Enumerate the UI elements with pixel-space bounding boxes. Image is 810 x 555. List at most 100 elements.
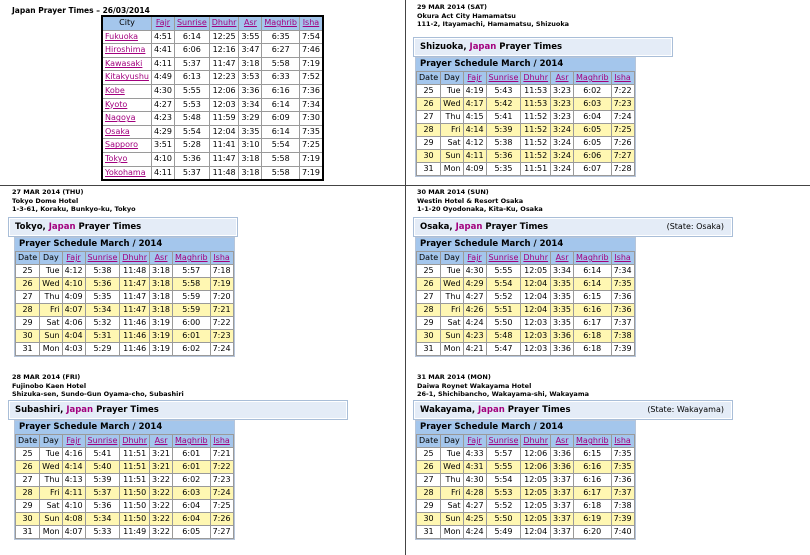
schedule-header-dhuhr[interactable]: Dhuhr — [520, 251, 552, 265]
time-cell: 5:57 — [485, 447, 522, 461]
city-time-cell: 4:30 — [150, 83, 175, 99]
schedule-header-sunrise[interactable]: Sunrise — [485, 434, 522, 448]
city-link[interactable]: Hiroshima — [101, 43, 152, 58]
schedule-header-isha[interactable]: Isha — [610, 71, 635, 85]
schedule-header-maghrib[interactable]: Maghrib — [172, 434, 211, 448]
schedule-header-dhuhr[interactable]: Dhuhr — [119, 434, 151, 448]
time-cell: 7:23 — [610, 97, 635, 111]
day-cell: Fri — [39, 486, 63, 500]
city-name: Subashiri — [15, 405, 61, 415]
schedule-row: 29 Sat 4:27 5:52 12:05 3:37 6:18 7:38 — [415, 499, 635, 513]
day-cell: Wed — [440, 277, 464, 291]
schedule-header-sunrise[interactable]: Sunrise — [84, 434, 121, 448]
schedule-header-isha[interactable]: Isha — [209, 251, 234, 265]
schedule-title: Prayer Schedule March / 2014 — [416, 58, 635, 71]
cities-header-3[interactable]: Dhuhr — [208, 15, 240, 31]
day-cell: Sat — [440, 136, 464, 150]
city-link[interactable]: Fukuoka — [101, 29, 152, 45]
time-cell: 3:22 — [149, 525, 174, 539]
state-label: (State: Wakayama) — [647, 405, 724, 414]
venue-panel: 29 MAR 2014 (SAT) Okura Act City Hamamat… — [405, 0, 810, 185]
time-cell: 12:04 — [520, 525, 552, 539]
venue-name: Tokyo Dome Hotel — [12, 196, 79, 205]
schedule-row: 30 Sun 4:04 5:31 11:46 3:19 6:01 7:23 — [14, 329, 234, 343]
time-cell: 11:50 — [119, 512, 151, 526]
schedule-header-asr[interactable]: Asr — [550, 251, 575, 265]
time-cell: 6:15 — [573, 290, 612, 304]
divider-vertical — [405, 0, 406, 555]
city-link[interactable]: Kitakyushu — [101, 70, 152, 85]
date-cell: 26 — [415, 277, 442, 291]
city-time-cell: 7:34 — [298, 97, 324, 113]
date-cell: 26 — [14, 277, 41, 291]
city-link[interactable]: Nagoya — [101, 111, 152, 126]
schedule-row: 31 Mon 4:24 5:49 12:04 3:37 6:20 7:40 — [415, 525, 635, 539]
schedule-header-fajr[interactable]: Fajr — [462, 71, 487, 85]
country-link[interactable]: Japan — [455, 222, 483, 232]
schedule-header-maghrib[interactable]: Maghrib — [573, 434, 612, 448]
city-link[interactable]: Yokohama — [101, 165, 152, 181]
day-cell: Tue — [39, 447, 63, 461]
schedule-header-maghrib[interactable]: Maghrib — [172, 251, 211, 265]
time-cell: 3:23 — [550, 84, 575, 98]
city-time-cell: 4:27 — [150, 97, 175, 113]
city-link[interactable]: Tokyo — [101, 151, 152, 167]
schedule-header-sunrise[interactable]: Sunrise — [485, 251, 522, 265]
city-row: Yokohama 4:11 5:37 11:48 3:18 5:58 7:19 — [101, 165, 324, 181]
city-link[interactable]: Kawasaki — [101, 56, 152, 72]
city-prayer-times-bar: Osaka, Japan Prayer Times (State: Osaka) — [413, 217, 733, 237]
country-link[interactable]: Japan — [469, 42, 497, 52]
schedule-header-date: Date — [14, 434, 41, 448]
schedule-header-dhuhr[interactable]: Dhuhr — [520, 434, 552, 448]
country-link[interactable]: Japan — [48, 222, 76, 232]
schedule-header-asr[interactable]: Asr — [149, 251, 174, 265]
cities-header-4[interactable]: Asr — [238, 15, 263, 31]
day-cell: Tue — [440, 447, 464, 461]
city-time-cell: 3:29 — [238, 111, 263, 126]
schedule-header-fajr[interactable]: Fajr — [462, 434, 487, 448]
date-cell: 31 — [415, 342, 442, 356]
date-cell: 27 — [415, 473, 442, 487]
schedule-header-dhuhr[interactable]: Dhuhr — [520, 71, 552, 85]
time-cell: 11:52 — [520, 149, 552, 163]
schedule-header-asr[interactable]: Asr — [550, 71, 575, 85]
time-cell: 4:28 — [462, 486, 487, 500]
schedule-header-fajr[interactable]: Fajr — [61, 251, 86, 265]
schedule-header-fajr[interactable]: Fajr — [462, 251, 487, 265]
country-link[interactable]: Japan — [66, 405, 94, 415]
schedule-title: Prayer Schedule March / 2014 — [416, 421, 635, 434]
cities-header-2[interactable]: Sunrise — [173, 15, 210, 31]
time-cell: 6:02 — [172, 342, 211, 356]
cities-header-5[interactable]: Maghrib — [261, 15, 300, 31]
city-link[interactable]: Kobe — [101, 83, 152, 99]
cities-header-6[interactable]: Isha — [298, 15, 324, 31]
cities-header-1[interactable]: Fajr — [150, 15, 175, 31]
schedule-header-dhuhr[interactable]: Dhuhr — [119, 251, 151, 265]
event-date: 28 MAR 2014 (FRI) — [12, 373, 81, 381]
schedule-header-asr[interactable]: Asr — [149, 434, 174, 448]
city-time-cell: 5:58 — [261, 56, 300, 72]
time-cell: 4:30 — [462, 264, 487, 278]
city-link[interactable]: Kyoto — [101, 97, 152, 113]
schedule-header-asr[interactable]: Asr — [550, 434, 575, 448]
city-link[interactable]: Sapporo — [101, 138, 152, 153]
schedule-header-fajr[interactable]: Fajr — [61, 434, 86, 448]
schedule-header-maghrib[interactable]: Maghrib — [573, 71, 612, 85]
country-link[interactable]: Japan — [478, 405, 505, 415]
time-cell: 4:30 — [462, 473, 487, 487]
schedule-header-day: Day — [440, 434, 464, 448]
schedule-header-isha[interactable]: Isha — [209, 434, 234, 448]
date-cell: 30 — [415, 149, 442, 163]
time-cell: 5:59 — [172, 303, 211, 317]
schedule-header-maghrib[interactable]: Maghrib — [573, 251, 612, 265]
schedule-header-sunrise[interactable]: Sunrise — [84, 251, 121, 265]
city-row: Tokyo 4:10 5:36 11:47 3:18 5:58 7:19 — [101, 151, 324, 167]
schedule-header-isha[interactable]: Isha — [610, 251, 635, 265]
time-cell: 4:07 — [61, 303, 86, 317]
date-cell: 28 — [14, 486, 41, 500]
date-cell: 27 — [14, 290, 41, 304]
schedule-header-isha[interactable]: Isha — [610, 434, 635, 448]
schedule-header-sunrise[interactable]: Sunrise — [485, 71, 522, 85]
city-time-cell: 5:37 — [173, 56, 210, 72]
city-link[interactable]: Osaka — [101, 124, 152, 140]
